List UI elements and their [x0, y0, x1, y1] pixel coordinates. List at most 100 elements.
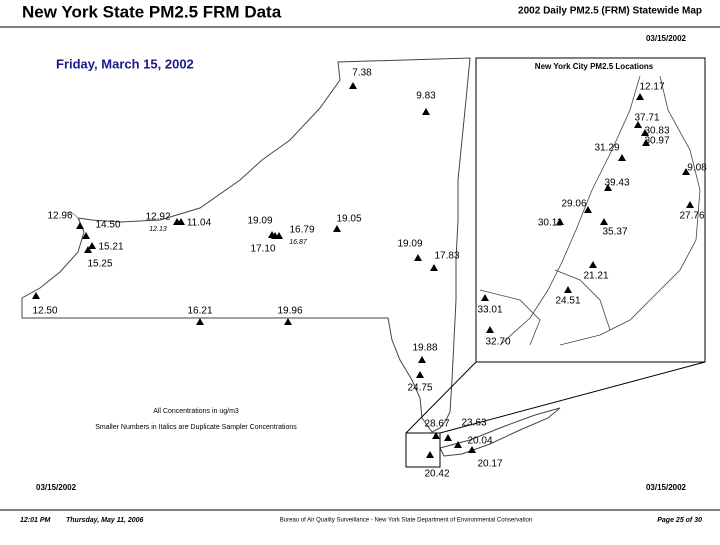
site-marker: [414, 254, 422, 261]
site-value: 19.96: [277, 306, 302, 317]
site-value: 24.75: [407, 383, 432, 394]
site-marker: [444, 434, 452, 441]
site-value: 7.38: [352, 68, 372, 79]
site-marker: [468, 446, 476, 453]
site-marker: [618, 154, 626, 161]
site-value: 39.43: [604, 178, 629, 189]
site-value: 16.87: [289, 239, 308, 246]
site-value: 30.11: [538, 218, 563, 229]
site-marker: [486, 326, 494, 333]
site-marker: [426, 451, 434, 458]
site-value: 20.04: [467, 436, 492, 447]
site-value: 11.04: [187, 218, 212, 229]
site-value: 19.09: [247, 216, 272, 227]
site-marker: [432, 432, 440, 439]
site-marker: [600, 218, 608, 225]
site-marker: [636, 93, 644, 100]
site-marker: [284, 318, 292, 325]
site-value: 29.06: [561, 199, 586, 210]
site-marker: [584, 206, 592, 213]
nyc-box: [405, 432, 441, 468]
site-marker: [641, 129, 649, 136]
site-marker: [416, 371, 424, 378]
site-value: 30.97: [644, 136, 669, 147]
date-heading: Friday, March 15, 2002: [56, 56, 194, 71]
site-marker: [564, 286, 572, 293]
site-value: 16.79: [289, 225, 314, 236]
site-marker: [177, 218, 185, 225]
footer-agency: Bureau of Air Quality Surveillance - New…: [280, 518, 532, 524]
note: Smaller Numbers in Italics are Duplicate…: [95, 424, 297, 431]
site-value: 19.88: [412, 343, 437, 354]
site-marker: [271, 232, 279, 239]
date-bottom-right: 03/15/2002: [646, 483, 687, 492]
site-marker: [418, 356, 426, 363]
footer-day: Thursday, May 11, 2006: [66, 517, 144, 524]
site-marker: [686, 201, 694, 208]
site-marker: [422, 108, 430, 115]
site-value: 23.63: [461, 418, 486, 429]
footer-page: Page 25 of 30: [657, 517, 702, 524]
site-value: 12.92: [145, 212, 170, 223]
inset-shoreline: [479, 75, 701, 346]
site-value: 35.37: [602, 227, 627, 238]
inset-title: New York City PM2.5 Locations: [535, 62, 654, 71]
header-date: 03/15/2002: [646, 34, 687, 43]
site-value: 27.76: [679, 211, 704, 222]
site-value: 37.71: [634, 113, 659, 124]
inset-connector: [405, 361, 477, 434]
site-marker: [196, 318, 204, 325]
site-marker: [82, 232, 90, 239]
site-marker: [556, 218, 564, 225]
site-value: 9.83: [416, 91, 436, 102]
site-value: 12.17: [639, 82, 664, 93]
inset-connector: [439, 361, 706, 434]
site-value: 12.13: [149, 226, 167, 233]
site-value: 9.08: [687, 163, 707, 174]
site-marker: [88, 242, 96, 249]
lake-shore: [65, 211, 81, 221]
site-marker: [642, 139, 650, 146]
site-value: 16.21: [187, 306, 212, 317]
site-value: 31.29: [594, 143, 619, 154]
site-value: 28.67: [424, 419, 449, 430]
site-marker: [589, 261, 597, 268]
note: All Concentrations in ug/m3: [153, 408, 239, 415]
site-value: 19.09: [397, 239, 422, 250]
site-marker: [604, 184, 612, 191]
site-value: 20.17: [477, 459, 502, 470]
site-marker: [349, 82, 357, 89]
site-value: 14.50: [95, 220, 120, 231]
footer-time: 12:01 PM: [20, 517, 51, 524]
site-value: 33.01: [477, 305, 502, 316]
site-marker: [454, 441, 462, 448]
site-value: 15.21: [98, 242, 123, 253]
site-marker: [32, 292, 40, 299]
long-island: [439, 407, 561, 457]
site-value: 17.10: [250, 244, 275, 255]
site-value: 20.42: [424, 469, 449, 480]
site-marker: [430, 264, 438, 271]
site-value: 30.83: [644, 126, 669, 137]
site-value: 32.70: [485, 337, 510, 348]
site-marker: [481, 294, 489, 301]
site-markers: 7.38 9.83 12.96 14.50 15.21 15.25 12.92 12.13 11…: [32, 68, 707, 480]
site-value: 12.96: [47, 211, 72, 222]
site-marker: [84, 246, 92, 253]
site-value: 24.51: [555, 296, 580, 307]
date-bottom-left: 03/15/2002: [36, 483, 77, 492]
nyc-inset: [475, 57, 706, 363]
site-value: 12.50: [32, 306, 57, 317]
site-marker: [333, 225, 341, 232]
site-marker: [76, 222, 84, 229]
page-title: New York State PM2.5 FRM Data: [22, 2, 282, 21]
site-marker: [634, 121, 642, 128]
site-value: 21.21: [583, 271, 608, 282]
site-value: 15.25: [87, 259, 112, 270]
site-marker: [682, 168, 690, 175]
site-value: 17.83: [434, 251, 459, 262]
map-title: 2002 Daily PM2.5 (FRM) Statewide Map: [518, 6, 702, 17]
site-value: 19.05: [336, 214, 361, 225]
